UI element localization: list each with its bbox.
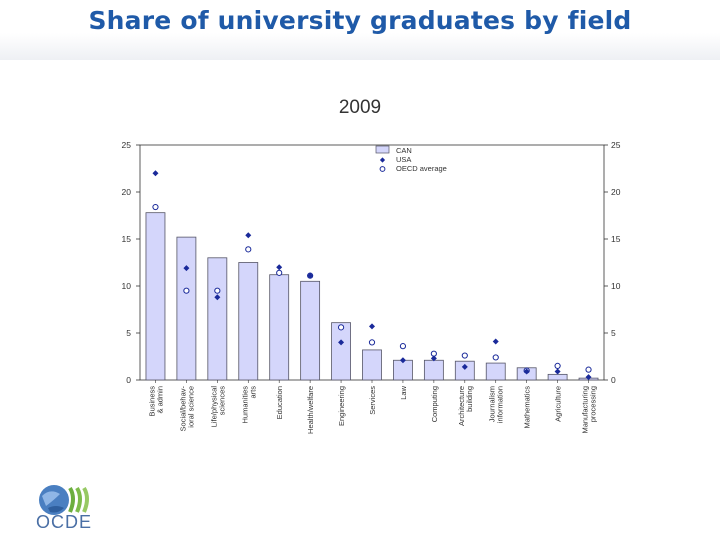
bar-can [207, 257, 228, 381]
marker-usa [152, 170, 159, 177]
marker-oecd-average [554, 362, 561, 369]
x-tick-label: Architecturebuilding [457, 386, 474, 426]
legend-label: USA [396, 155, 411, 164]
marker-oecd-average [152, 203, 159, 211]
marker-oecd-average [337, 324, 345, 331]
x-tick-label: Services [368, 386, 377, 415]
marker-oecd-average [492, 354, 499, 361]
x-tick-label: Mathematics [523, 386, 532, 429]
y-tick-label-right: 0 [611, 375, 616, 385]
marker-oecd-average [183, 287, 190, 294]
y-tick-label-left: 10 [122, 281, 132, 291]
legend-label: CAN [396, 146, 412, 155]
y-tick-label-left: 0 [126, 375, 131, 385]
x-tick-label: Health/welfare [306, 386, 315, 434]
y-tick-label-left: 20 [122, 187, 132, 197]
marker-oecd-average [368, 339, 376, 346]
bar-can [547, 373, 568, 381]
title-band [0, 0, 720, 60]
x-tick-label: Engineering [337, 386, 346, 426]
bar-can [176, 236, 197, 381]
marker-usa [183, 265, 190, 272]
x-tick-label: Humanitiesarts [240, 386, 257, 424]
marker-usa [585, 374, 592, 381]
marker-oecd-average [214, 287, 221, 294]
legend-swatch-usa [379, 157, 386, 163]
x-tick-label: Education [275, 386, 284, 419]
marker-usa [523, 368, 530, 375]
legend-swatch-oecd [379, 166, 386, 172]
marker-usa [245, 232, 252, 239]
y-tick-label-left: 25 [122, 140, 132, 150]
marker-usa [276, 264, 283, 271]
bar-can [145, 212, 166, 381]
marker-usa [554, 368, 561, 375]
marker-usa [492, 338, 499, 345]
marker-usa [214, 294, 221, 301]
y-tick-label-right: 10 [611, 281, 621, 291]
x-tick-label: Computing [430, 386, 439, 422]
x-tick-label: Manufacturingprocessing [581, 386, 598, 434]
legend-label: OECD average [396, 164, 447, 173]
marker-oecd-average [461, 352, 468, 359]
bar-can [331, 322, 351, 381]
y-tick-label-right: 5 [611, 328, 616, 338]
marker-usa [399, 357, 406, 364]
marker-oecd-average [399, 343, 407, 350]
x-tick-label: Life/physicalsciences [209, 386, 226, 428]
legend-swatch-can [375, 145, 390, 154]
bar-can [238, 262, 259, 381]
marker-oecd-average [585, 366, 592, 373]
x-tick-label: Business& admin [147, 386, 164, 417]
logo-text: OCDE [36, 512, 93, 532]
bar-can [362, 349, 382, 381]
x-tick-label: Agriculture [554, 386, 563, 422]
marker-usa [430, 355, 437, 362]
y-tick-label-left: 5 [126, 328, 131, 338]
marker-oecd-average [245, 246, 252, 253]
y-tick-label-left: 15 [122, 234, 132, 244]
bar-can [423, 359, 444, 381]
slide-title: Share of university graduates by field [88, 6, 632, 35]
y-tick-label-right: 20 [611, 187, 621, 197]
x-tick-label: Law [399, 385, 408, 399]
marker-usa [338, 339, 345, 346]
bar-can [485, 362, 506, 381]
marker-oecd-average [276, 269, 283, 276]
x-tick-label: Social/behav-ioral science [178, 386, 195, 432]
y-tick-label-right: 25 [611, 140, 621, 150]
chart-title: 2009 [338, 97, 382, 118]
oecd-logo-icon [39, 485, 89, 515]
bar-can [269, 274, 290, 381]
bar-can [300, 280, 321, 381]
y-tick-label-right: 15 [611, 234, 621, 244]
x-tick-label: Journalisminformation [488, 386, 505, 423]
marker-usa [369, 323, 375, 330]
marker-usa [461, 363, 468, 370]
marker-usa [307, 272, 314, 279]
